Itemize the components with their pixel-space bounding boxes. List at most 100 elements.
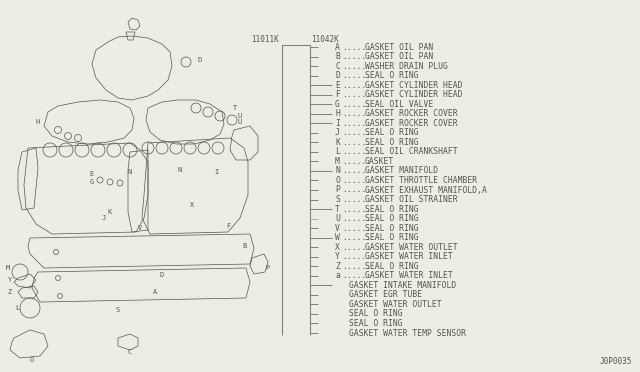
Text: ......: ...... <box>342 224 371 232</box>
Text: GASKET INTAKE MANIFOLD: GASKET INTAKE MANIFOLD <box>349 281 456 290</box>
Text: GASKET CYLINDER HEAD: GASKET CYLINDER HEAD <box>365 81 463 90</box>
Text: GASKET: GASKET <box>365 157 394 166</box>
Text: U: U <box>335 214 340 223</box>
Text: D: D <box>335 71 340 80</box>
Text: ......: ...... <box>342 71 371 80</box>
Text: B: B <box>335 52 340 61</box>
Text: WASHER DRAIN PLUG: WASHER DRAIN PLUG <box>365 62 448 71</box>
Text: ......: ...... <box>342 119 371 128</box>
Text: GASKET WATER OUTLET: GASKET WATER OUTLET <box>349 300 442 309</box>
Text: U: U <box>238 113 243 119</box>
Text: ......: ...... <box>342 262 371 271</box>
Text: GASKET OIL STRAINER: GASKET OIL STRAINER <box>365 195 458 204</box>
Text: GASKET WATER INLET: GASKET WATER INLET <box>365 252 452 261</box>
Text: GASKET WATER INLET: GASKET WATER INLET <box>365 271 452 280</box>
Text: SEAL O RING: SEAL O RING <box>365 138 419 147</box>
Text: V: V <box>335 224 340 232</box>
Text: E: E <box>335 81 340 90</box>
Text: O: O <box>30 357 34 363</box>
Text: O: O <box>335 176 340 185</box>
Text: SEAL O RING: SEAL O RING <box>365 262 419 271</box>
Text: ......: ...... <box>342 100 371 109</box>
Text: SEAL O RING: SEAL O RING <box>349 319 403 328</box>
Text: SEAL O RING: SEAL O RING <box>365 128 419 137</box>
Text: F: F <box>335 90 340 99</box>
Text: N: N <box>178 167 182 173</box>
Text: SEAL O RING: SEAL O RING <box>365 71 419 80</box>
Text: A: A <box>153 289 157 295</box>
Text: N: N <box>128 169 132 175</box>
Text: 11011K: 11011K <box>252 35 279 44</box>
Text: GASKET MANIFOLD: GASKET MANIFOLD <box>365 166 438 176</box>
Text: Y: Y <box>335 252 340 261</box>
Text: GASKET ROCKER COVER: GASKET ROCKER COVER <box>365 109 458 118</box>
Text: J0P0035: J0P0035 <box>600 357 632 366</box>
Text: E: E <box>90 171 94 177</box>
Text: I: I <box>335 119 340 128</box>
Text: ......: ...... <box>342 128 371 137</box>
Text: SEAL O RING: SEAL O RING <box>365 214 419 223</box>
Text: ......: ...... <box>342 138 371 147</box>
Text: P: P <box>335 186 340 195</box>
Text: ......: ...... <box>342 176 371 185</box>
Text: GASKET WATER OUTLET: GASKET WATER OUTLET <box>365 243 458 252</box>
Text: ......: ...... <box>342 147 371 156</box>
Text: X: X <box>190 202 194 208</box>
Text: S: S <box>335 195 340 204</box>
Text: Y: Y <box>8 277 12 283</box>
Text: L: L <box>16 305 20 311</box>
Text: K: K <box>108 209 112 215</box>
Text: D: D <box>160 272 164 278</box>
Text: C: C <box>128 349 132 355</box>
Text: SEAL O RING: SEAL O RING <box>349 310 403 318</box>
Text: X: X <box>335 243 340 252</box>
Text: T: T <box>335 205 340 214</box>
Text: ......: ...... <box>342 62 371 71</box>
Text: SEAL O RING: SEAL O RING <box>365 205 419 214</box>
Text: a: a <box>335 271 340 280</box>
Text: ......: ...... <box>342 186 371 195</box>
Text: H: H <box>335 109 340 118</box>
Text: P: P <box>265 265 269 271</box>
Text: 11042K: 11042K <box>311 35 339 44</box>
Text: F: F <box>226 223 230 229</box>
Text: H: H <box>36 119 40 125</box>
Text: ......: ...... <box>342 243 371 252</box>
Text: S: S <box>116 307 120 313</box>
Text: T: T <box>233 105 237 111</box>
Text: ......: ...... <box>342 271 371 280</box>
Text: GASKET EGR TUBE: GASKET EGR TUBE <box>349 291 422 299</box>
Text: J: J <box>335 128 340 137</box>
Text: M: M <box>6 265 10 271</box>
Text: D: D <box>197 57 201 63</box>
Text: C: C <box>335 62 340 71</box>
Text: ......: ...... <box>342 52 371 61</box>
Text: ......: ...... <box>342 81 371 90</box>
Text: ......: ...... <box>342 42 371 51</box>
Text: K: K <box>335 138 340 147</box>
Text: ......: ...... <box>342 214 371 223</box>
Text: GASKET EXHAUST MANIFOLD,A: GASKET EXHAUST MANIFOLD,A <box>365 186 487 195</box>
Text: V: V <box>138 225 142 231</box>
Text: GASKET OIL PAN: GASKET OIL PAN <box>365 42 433 51</box>
Text: G: G <box>90 179 94 185</box>
Text: U: U <box>238 119 243 125</box>
Text: ......: ...... <box>342 166 371 176</box>
Text: G: G <box>335 100 340 109</box>
Text: GASKET ROCKER COVER: GASKET ROCKER COVER <box>365 119 458 128</box>
Text: Z: Z <box>335 262 340 271</box>
Text: ......: ...... <box>342 233 371 242</box>
Text: ......: ...... <box>342 195 371 204</box>
Text: SEAL O RING: SEAL O RING <box>365 224 419 232</box>
Text: SEAL O RING: SEAL O RING <box>365 233 419 242</box>
Text: GASKET WATER TEMP SENSOR: GASKET WATER TEMP SENSOR <box>349 328 466 337</box>
Text: ......: ...... <box>342 205 371 214</box>
Text: GASKET OIL PAN: GASKET OIL PAN <box>365 52 433 61</box>
Text: GASKET CYLINDER HEAD: GASKET CYLINDER HEAD <box>365 90 463 99</box>
Text: A: A <box>335 42 340 51</box>
Text: I: I <box>214 169 218 175</box>
Text: ......: ...... <box>342 252 371 261</box>
Text: B: B <box>242 243 246 249</box>
Text: SEAL OIL CRANKSHAFT: SEAL OIL CRANKSHAFT <box>365 147 458 156</box>
Text: L: L <box>335 147 340 156</box>
